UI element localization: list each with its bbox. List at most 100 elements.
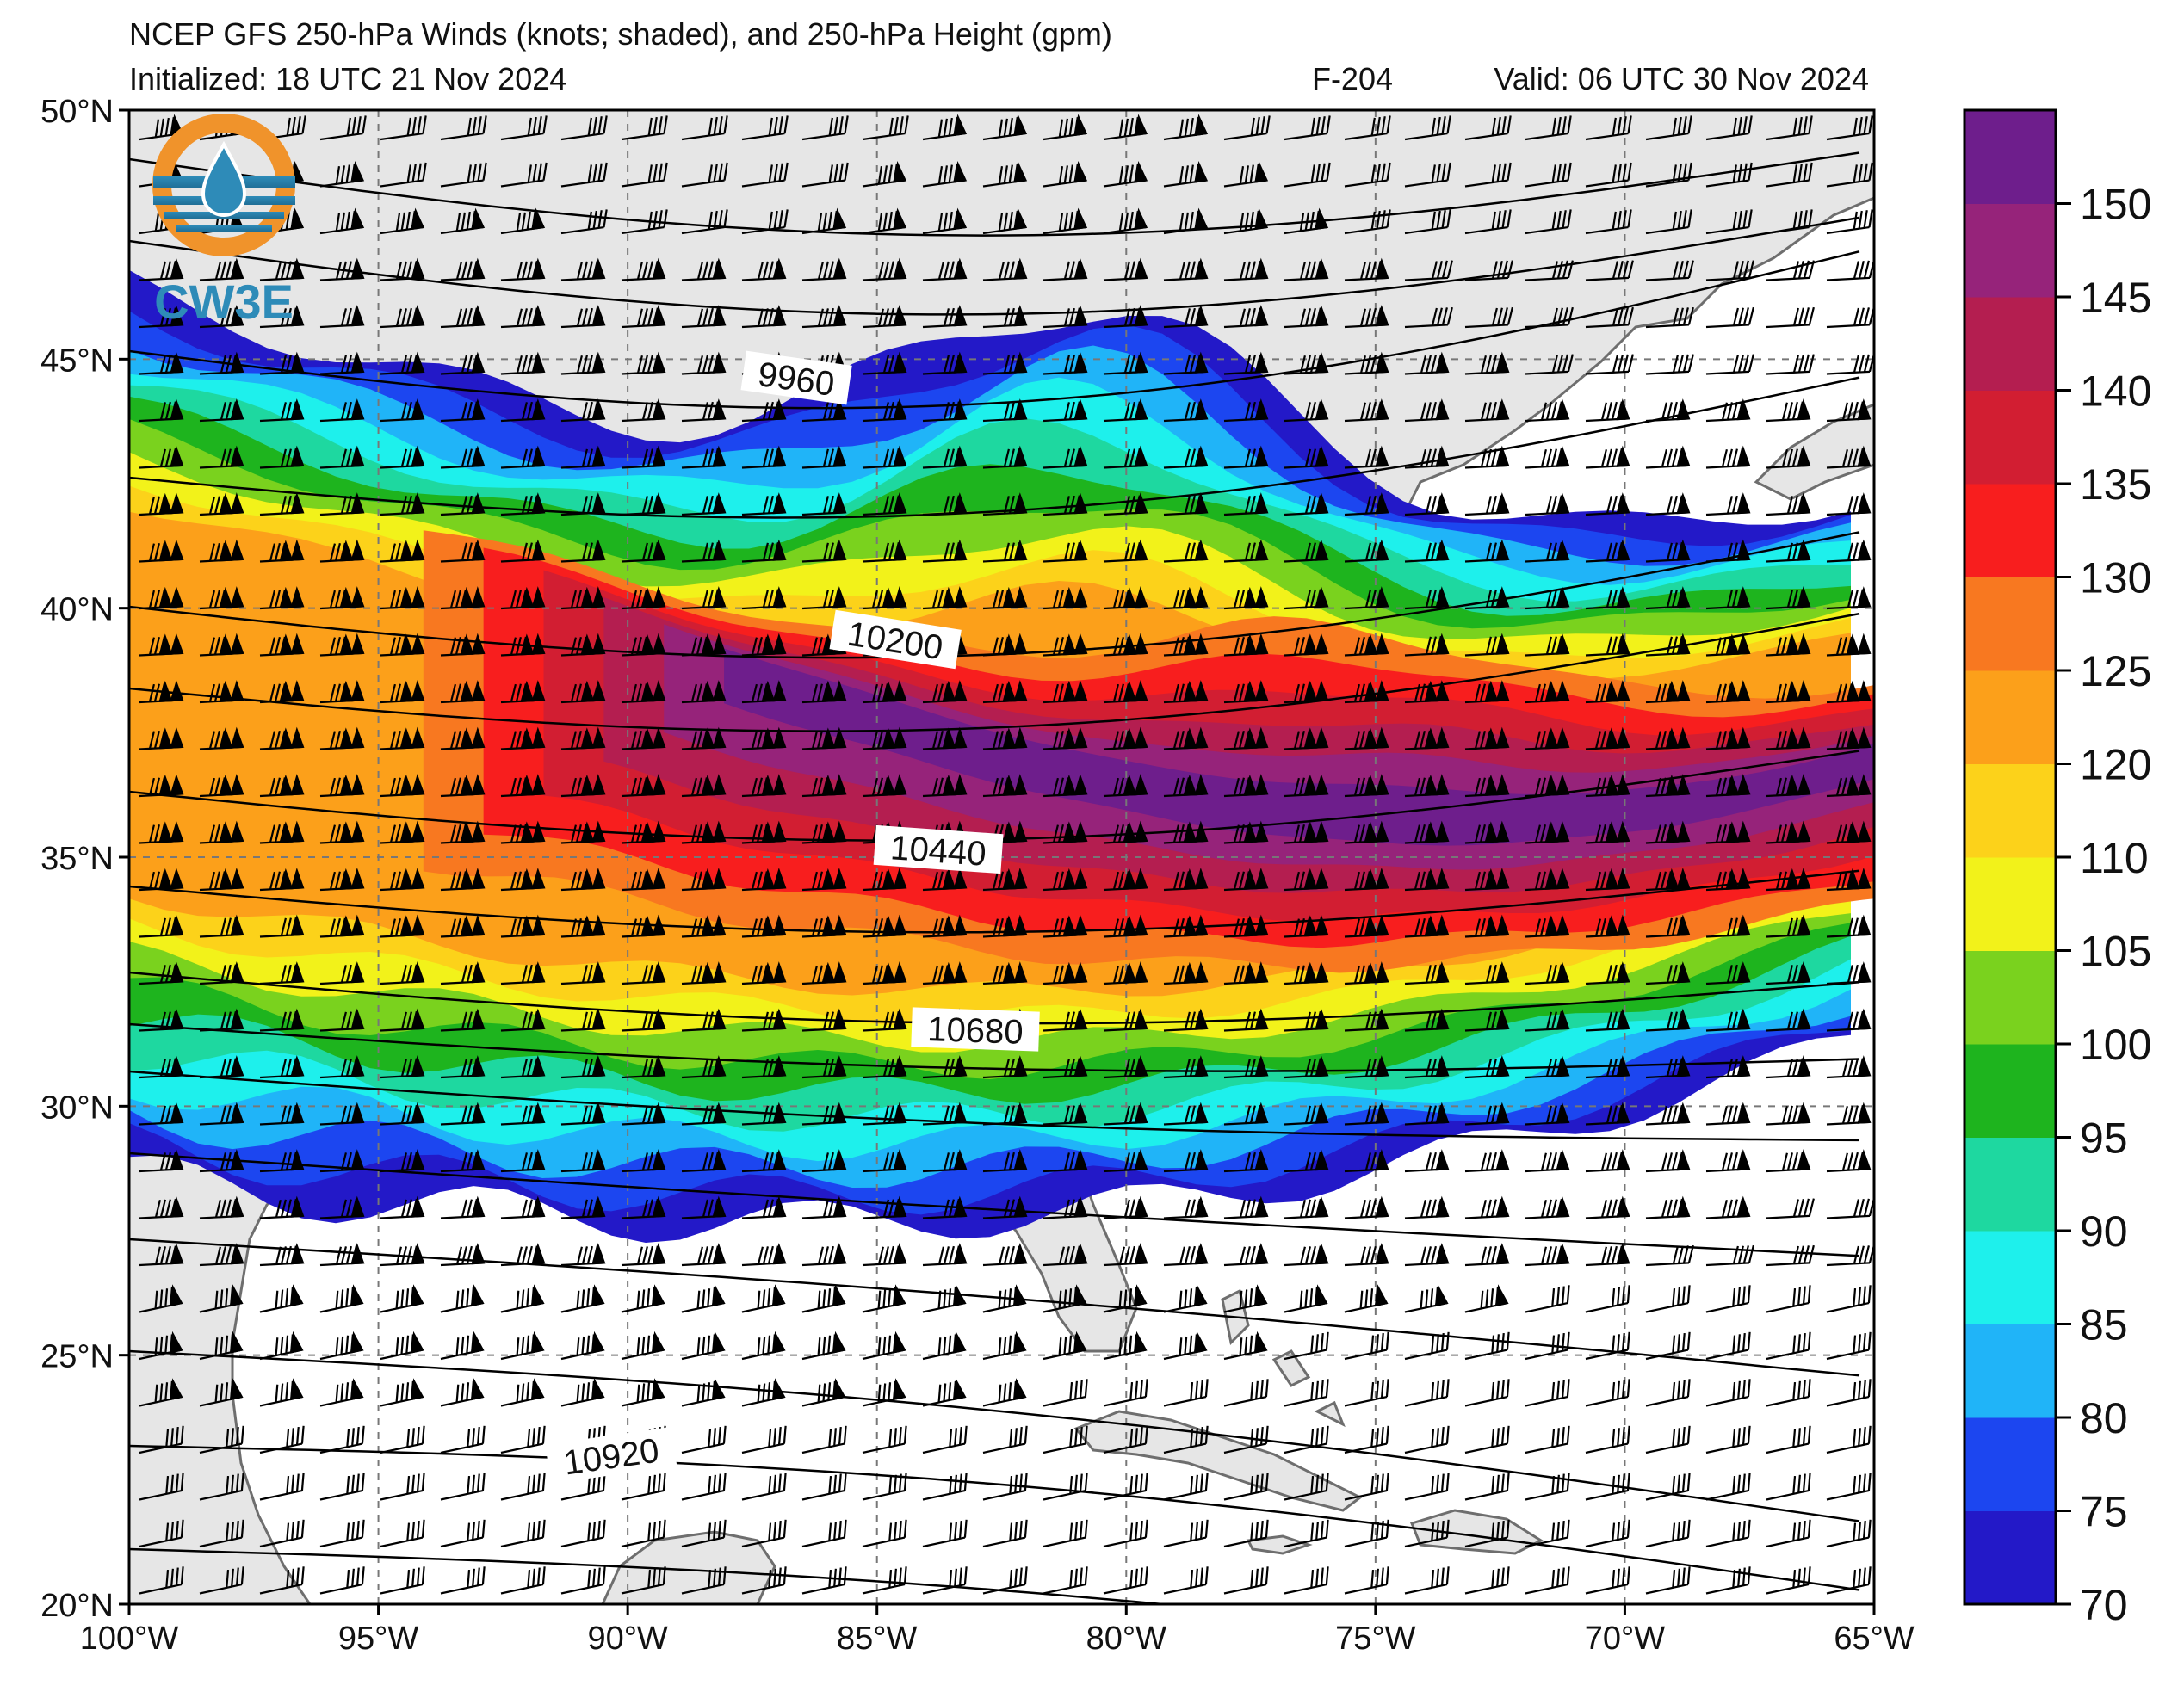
wind-barb bbox=[440, 162, 487, 188]
wind-barb bbox=[741, 726, 787, 750]
wind-barb bbox=[1404, 351, 1450, 375]
wind-barb bbox=[681, 445, 727, 469]
wind-barb bbox=[380, 305, 425, 329]
wind-barb bbox=[801, 1331, 846, 1361]
colorbar-swatch bbox=[1964, 950, 2056, 1045]
wind-barb bbox=[1103, 1473, 1148, 1501]
wind-barb bbox=[259, 492, 305, 516]
wind-barb bbox=[380, 726, 425, 750]
wind-barb bbox=[982, 1519, 1028, 1548]
wind-barb bbox=[440, 398, 486, 423]
wind-barb bbox=[1043, 1566, 1088, 1595]
wind-barb bbox=[1103, 820, 1148, 844]
colorbar-tick-label: 125 bbox=[2080, 647, 2151, 695]
wind-barb bbox=[982, 161, 1028, 188]
wind-barb bbox=[1103, 961, 1148, 985]
wind-barb bbox=[1645, 209, 1692, 235]
wind-barb bbox=[1163, 1149, 1209, 1173]
wind-barb bbox=[1766, 1331, 1811, 1361]
wind-barb bbox=[500, 445, 546, 469]
wind-barb bbox=[922, 1284, 967, 1313]
wind-barb bbox=[681, 868, 727, 892]
wind-barb bbox=[560, 445, 606, 469]
wind-barb bbox=[862, 539, 907, 563]
wind-barb bbox=[440, 680, 486, 704]
wind-barb bbox=[1223, 207, 1269, 235]
wind-barb bbox=[862, 961, 907, 985]
wind-barb bbox=[621, 1195, 666, 1219]
wind-barb bbox=[862, 726, 907, 750]
wind-barb bbox=[199, 1055, 244, 1079]
wind-barb bbox=[801, 774, 847, 798]
wind-barb bbox=[1284, 1473, 1329, 1501]
wind-barb bbox=[1404, 1055, 1450, 1079]
wind-barb bbox=[1284, 1055, 1329, 1079]
wind-barb bbox=[681, 1566, 727, 1595]
wind-barb bbox=[1043, 257, 1088, 281]
wind-barb bbox=[1826, 1008, 1872, 1032]
wind-barb bbox=[1826, 820, 1872, 844]
wind-barb bbox=[862, 1284, 906, 1313]
wind-barb bbox=[1705, 162, 1753, 188]
wind-barb bbox=[1766, 1102, 1811, 1126]
wind-barb bbox=[380, 1102, 425, 1126]
wind-barb bbox=[801, 257, 847, 281]
wind-barb bbox=[621, 1566, 666, 1595]
wind-barb bbox=[1404, 398, 1450, 423]
wind-barb bbox=[1404, 162, 1451, 188]
wind-barb bbox=[1043, 1519, 1088, 1548]
wind-barb bbox=[139, 868, 184, 892]
wind-barb bbox=[1705, 539, 1751, 563]
wind-barb bbox=[681, 586, 727, 610]
wind-barb bbox=[922, 1102, 968, 1126]
wind-barb bbox=[1464, 1473, 1510, 1501]
wind-barb bbox=[500, 914, 546, 938]
wind-barb bbox=[1344, 1102, 1389, 1126]
wind-barb bbox=[1464, 1055, 1510, 1079]
wind-barb bbox=[560, 351, 606, 375]
wind-barb bbox=[199, 351, 244, 375]
wind-barb bbox=[982, 351, 1028, 375]
wind-barb bbox=[1585, 115, 1632, 141]
wind-barb bbox=[380, 539, 425, 563]
wind-barb bbox=[1043, 351, 1088, 375]
wind-barb bbox=[922, 726, 968, 750]
wind-barb bbox=[199, 1102, 244, 1126]
wind-barb bbox=[741, 492, 787, 516]
wind-barb bbox=[139, 633, 184, 657]
wind-barb bbox=[1464, 162, 1512, 188]
wind-barb bbox=[621, 305, 666, 329]
wind-barb bbox=[1103, 1379, 1148, 1407]
wind-barb bbox=[440, 1519, 486, 1548]
wind-barb bbox=[1645, 914, 1691, 938]
wind-barb bbox=[1163, 1425, 1209, 1454]
wind-barb bbox=[1464, 306, 1513, 329]
wind-barb bbox=[801, 586, 847, 610]
colorbar-tick-label: 145 bbox=[2080, 274, 2151, 322]
wind-barb bbox=[1766, 162, 1813, 188]
wind-barb bbox=[1705, 1379, 1751, 1407]
map-panel: 9960 10200 10440 10680 10920 bbox=[129, 110, 1874, 1604]
wind-barb bbox=[1766, 680, 1811, 704]
wind-barb bbox=[1525, 586, 1570, 610]
wind-barb bbox=[681, 1284, 726, 1313]
wind-barb bbox=[1525, 1008, 1570, 1032]
wind-barb bbox=[319, 1055, 365, 1079]
wind-barb bbox=[1043, 586, 1088, 610]
wind-barb bbox=[1223, 1149, 1269, 1173]
wind-barb bbox=[259, 1055, 305, 1079]
wind-barb bbox=[741, 1473, 787, 1501]
wind-barb bbox=[380, 914, 425, 938]
wind-barb bbox=[1525, 726, 1570, 750]
colorbar-swatch bbox=[1964, 297, 2056, 391]
wind-barb bbox=[801, 726, 847, 750]
wind-barb bbox=[1525, 1566, 1570, 1595]
wind-barb bbox=[500, 1378, 545, 1407]
colorbar-swatch bbox=[1964, 1044, 2056, 1138]
wind-barb bbox=[1404, 539, 1450, 563]
wind-barb bbox=[1043, 914, 1088, 938]
wind-barb bbox=[319, 868, 365, 892]
wind-barb bbox=[1404, 774, 1450, 798]
wind-barb bbox=[741, 914, 787, 938]
height-contour-line bbox=[129, 612, 1860, 732]
